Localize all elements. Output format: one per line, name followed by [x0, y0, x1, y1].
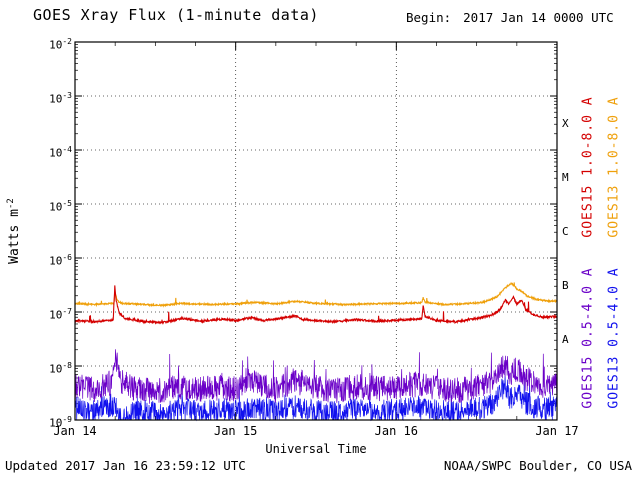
y-tick-label-1e-2: 10-2: [49, 37, 72, 52]
y-tick-label-1e-7: 10-7: [49, 307, 72, 322]
series-goes13-short: [74, 374, 558, 422]
legend-goes15-short-label: GOES15 0.5-4.0 A: [580, 267, 596, 409]
y-tick-label-1e-3: 10-3: [49, 91, 72, 106]
flare-class-label-X: X: [562, 117, 569, 130]
y-axis-label: Watts m-2: [5, 198, 23, 264]
x-axis-label: Universal Time: [265, 442, 367, 456]
flare-class-label-B: B: [562, 279, 569, 292]
x-tick-label-jan-17: Jan 17: [535, 424, 579, 438]
updated-timestamp: Updated 2017 Jan 16 23:59:12 UTC: [5, 458, 246, 473]
flare-class-label-C: C: [562, 225, 569, 238]
legend-goes15-long-label: GOES15 1.0-8.0 A: [580, 96, 596, 238]
begin-timestamp: Begin: 2017 Jan 14 0000 UTC: [406, 10, 614, 25]
y-tick-label-1e-4: 10-4: [49, 145, 72, 160]
y-tick-label-1e-5: 10-5: [49, 199, 72, 214]
y-tick-label-1e-9: 10-9: [49, 415, 72, 430]
x-tick-label-jan-14: Jan 14: [53, 424, 97, 438]
legend-goes13-short-label: GOES13 0.5-4.0 A: [606, 267, 622, 409]
legend-goes13-long-label: GOES13 1.0-8.0 A: [606, 96, 622, 238]
begin-label: Begin:: [406, 10, 452, 25]
y-tick-label-1e-6: 10-6: [49, 253, 72, 268]
series-goes15-long: [74, 285, 558, 325]
x-tick-label-jan-15: Jan 15: [213, 424, 258, 438]
flare-class-label-A: A: [562, 333, 569, 346]
series-goes15-short: [74, 349, 558, 404]
begin-value: 2017 Jan 14 0000 UTC: [463, 10, 614, 25]
plot-border: [74, 41, 558, 421]
chart-title: GOES Xray Flux (1-minute data): [33, 6, 319, 24]
organization-credit: NOAA/SWPC Boulder, CO USA: [443, 458, 632, 473]
y-tick-label-1e-8: 10-8: [49, 361, 72, 376]
series-goes13-long: [74, 281, 558, 308]
flare-class-label-M: M: [562, 171, 569, 184]
x-tick-label-jan-16: Jan 16: [374, 424, 418, 438]
